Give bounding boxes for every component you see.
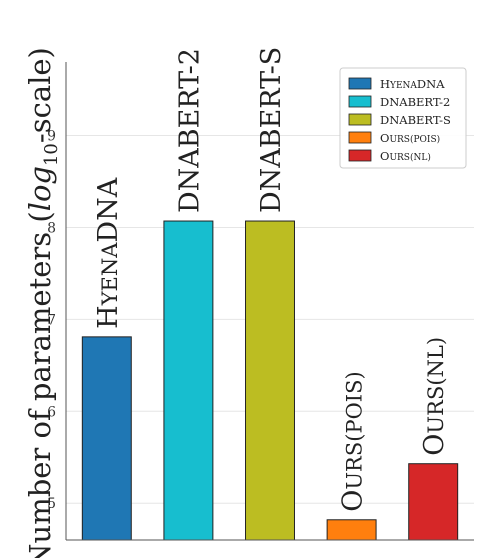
legend-entry-2: DNABERT-S [380, 113, 451, 127]
y-tick-labels: 5 6 7 8 9 [47, 129, 56, 513]
bar-1 [163, 220, 214, 541]
legend-swatch-1 [348, 95, 372, 108]
bar-label-3-rest: URS [343, 442, 367, 490]
bar-4 [408, 463, 459, 541]
legend-entry-4: OURS(NL) [380, 149, 431, 163]
bar-label-4-rest: URS [424, 386, 448, 434]
y-axis-title-subscript: 10 [41, 143, 62, 166]
y-tick-label: 7 [47, 312, 56, 328]
bar-label-4-lead: O [419, 434, 450, 456]
legend-frame [339, 67, 467, 169]
legend-entry-4-rest: URS [389, 153, 410, 163]
legend-entry-2-lead: DNABERT-S [380, 113, 451, 127]
legend-entry-3-tail: (POIS) [410, 134, 440, 145]
bar-label-0: HYENADNA [93, 177, 124, 329]
bar-label-2: DNABERT-S [256, 47, 287, 213]
y-axis-title-log: log [23, 166, 57, 211]
legend-entry-1-lead: DNABERT-2 [380, 95, 450, 109]
legend-entry-3: OURS(POIS) [380, 131, 440, 145]
legend-entry-3-rest: URS [389, 135, 410, 145]
bar-label-1-lead: DNABERT-2 [174, 48, 205, 213]
bar-labels: HYENADNA DNABERT-2 DNABERT-SOURS(POIS)OURS… [93, 47, 450, 512]
bar-label-4: OURS(NL) [419, 337, 450, 456]
bar-label-2-lead: DNABERT-S [256, 47, 287, 213]
legend-entry-0-lead: H [380, 77, 390, 91]
legend-entry-1: DNABERT-2 [380, 95, 450, 109]
y-tick-label: 8 [47, 220, 56, 236]
legend-entry-4-lead: O [380, 149, 389, 163]
bars [81, 220, 459, 541]
legend-swatch-4 [348, 149, 372, 162]
bar-label-3-lead: O [338, 490, 369, 512]
bar-label-4-tail: (NL) [424, 337, 448, 386]
y-tick-label: 9 [47, 129, 56, 145]
bar-label-3-tail: (POIS) [343, 371, 367, 441]
bar-label-0-rest: YENA [98, 242, 122, 307]
y-tick-label: 6 [47, 404, 56, 420]
legend: HYENADNADNABERT-2DNABERT-SOURS(POIS)OURS… [339, 67, 467, 169]
legend-entry-0-tail: DNA [417, 77, 445, 91]
y-axis-title: Number of parameters (log10-scale) [23, 47, 62, 558]
legend-swatch-3 [348, 131, 372, 144]
legend-entry-4-tail: (NL) [410, 152, 431, 163]
bar-label-3: OURS(POIS) [338, 371, 369, 511]
legend-swatch-2 [348, 113, 372, 126]
legend-entry-0-rest: YENA [389, 81, 417, 91]
y-axis-title-main: Number of parameters ( [23, 211, 57, 558]
bar-label-0-tail: DNA [93, 177, 124, 242]
bar-2 [245, 220, 295, 541]
bar-0 [81, 336, 132, 541]
bar-3 [326, 519, 377, 541]
legend-entry-3-lead: O [380, 131, 389, 145]
y-axis-title-tail: -scale) [23, 47, 57, 143]
legend-swatch-0 [348, 77, 372, 90]
legend-entry-0: HYENADNA [380, 77, 445, 91]
bar-label-0-lead: H [93, 305, 124, 329]
y-tick-label: 5 [47, 496, 56, 512]
bar-label-1: DNABERT-2 [174, 48, 205, 213]
